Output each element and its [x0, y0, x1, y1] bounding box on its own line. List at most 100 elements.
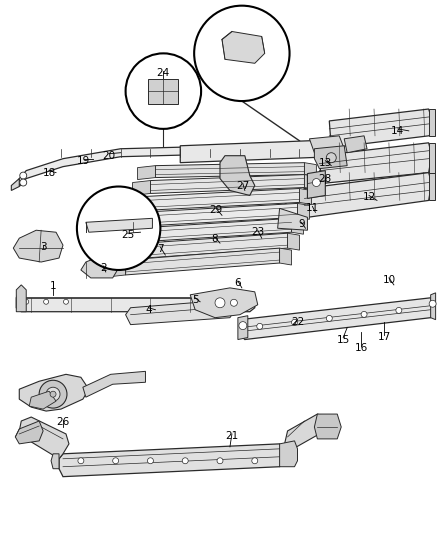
Polygon shape: [279, 173, 431, 219]
Circle shape: [292, 319, 297, 325]
Circle shape: [77, 187, 160, 270]
Circle shape: [312, 179, 320, 187]
Circle shape: [44, 300, 49, 304]
Polygon shape: [190, 288, 258, 318]
Circle shape: [239, 321, 247, 329]
Polygon shape: [297, 204, 309, 219]
Text: 4: 4: [145, 305, 152, 314]
Polygon shape: [228, 296, 245, 310]
Polygon shape: [279, 441, 297, 467]
Text: 25: 25: [121, 230, 134, 240]
Text: 14: 14: [391, 126, 404, 136]
Circle shape: [326, 153, 336, 163]
Text: 1: 1: [50, 281, 57, 291]
Circle shape: [182, 458, 188, 464]
Polygon shape: [16, 290, 255, 312]
Polygon shape: [148, 79, 178, 104]
Polygon shape: [150, 175, 304, 193]
Text: 24: 24: [157, 68, 170, 78]
Text: 3: 3: [40, 242, 46, 252]
Polygon shape: [51, 454, 59, 469]
Polygon shape: [135, 219, 292, 242]
Polygon shape: [113, 244, 131, 261]
Circle shape: [396, 308, 402, 313]
Circle shape: [39, 380, 67, 408]
Polygon shape: [11, 179, 19, 190]
Text: 7: 7: [157, 244, 164, 254]
Circle shape: [78, 458, 84, 464]
Circle shape: [126, 53, 201, 129]
Circle shape: [230, 300, 237, 306]
Polygon shape: [127, 197, 145, 212]
Polygon shape: [83, 372, 145, 397]
Circle shape: [194, 6, 290, 101]
Polygon shape: [309, 136, 344, 153]
Polygon shape: [304, 163, 316, 176]
Text: 9: 9: [298, 219, 305, 229]
Text: 8: 8: [212, 234, 218, 244]
Polygon shape: [138, 166, 155, 180]
Polygon shape: [81, 255, 119, 278]
Polygon shape: [429, 109, 434, 136]
Polygon shape: [15, 421, 43, 444]
Text: 17: 17: [377, 332, 391, 342]
Polygon shape: [126, 300, 235, 325]
Text: 15: 15: [336, 335, 350, 344]
Circle shape: [50, 391, 56, 397]
Polygon shape: [304, 175, 316, 190]
Polygon shape: [19, 417, 69, 459]
Circle shape: [257, 324, 263, 329]
Text: 2: 2: [100, 263, 107, 273]
Polygon shape: [240, 298, 434, 340]
Text: 28: 28: [319, 174, 332, 183]
Polygon shape: [429, 143, 434, 173]
Polygon shape: [314, 414, 341, 439]
Polygon shape: [292, 219, 304, 234]
Circle shape: [361, 311, 367, 317]
Circle shape: [20, 179, 27, 186]
Text: 10: 10: [382, 275, 396, 285]
Polygon shape: [344, 136, 367, 153]
Polygon shape: [118, 228, 135, 244]
Circle shape: [46, 387, 60, 401]
Text: 20: 20: [102, 151, 115, 161]
Polygon shape: [238, 316, 248, 340]
Polygon shape: [13, 230, 63, 262]
Polygon shape: [141, 204, 297, 226]
Polygon shape: [145, 189, 300, 211]
Text: 11: 11: [306, 204, 319, 213]
Polygon shape: [133, 181, 150, 196]
Circle shape: [113, 458, 119, 464]
Polygon shape: [19, 374, 89, 411]
Circle shape: [20, 172, 27, 179]
Polygon shape: [314, 146, 347, 168]
Polygon shape: [180, 139, 359, 163]
Polygon shape: [279, 248, 292, 265]
Circle shape: [326, 316, 332, 321]
Polygon shape: [131, 233, 288, 259]
Circle shape: [64, 300, 68, 304]
Text: 12: 12: [362, 192, 376, 203]
Text: 21: 21: [225, 431, 239, 441]
Polygon shape: [155, 163, 304, 177]
Polygon shape: [278, 208, 307, 230]
Polygon shape: [123, 212, 141, 228]
Polygon shape: [429, 173, 434, 200]
Text: 16: 16: [354, 343, 368, 353]
Text: 6: 6: [235, 278, 241, 288]
Polygon shape: [431, 293, 436, 320]
Polygon shape: [108, 260, 126, 277]
Text: 18: 18: [42, 167, 56, 177]
Text: 26: 26: [57, 417, 70, 427]
Polygon shape: [19, 141, 339, 187]
Polygon shape: [307, 171, 325, 198]
Circle shape: [217, 458, 223, 464]
Text: 22: 22: [291, 317, 304, 327]
Text: 19: 19: [77, 156, 91, 166]
Text: 29: 29: [209, 205, 223, 215]
Text: 23: 23: [251, 227, 265, 237]
Circle shape: [148, 458, 153, 464]
Polygon shape: [220, 156, 255, 196]
Circle shape: [252, 458, 258, 464]
Polygon shape: [126, 248, 279, 275]
